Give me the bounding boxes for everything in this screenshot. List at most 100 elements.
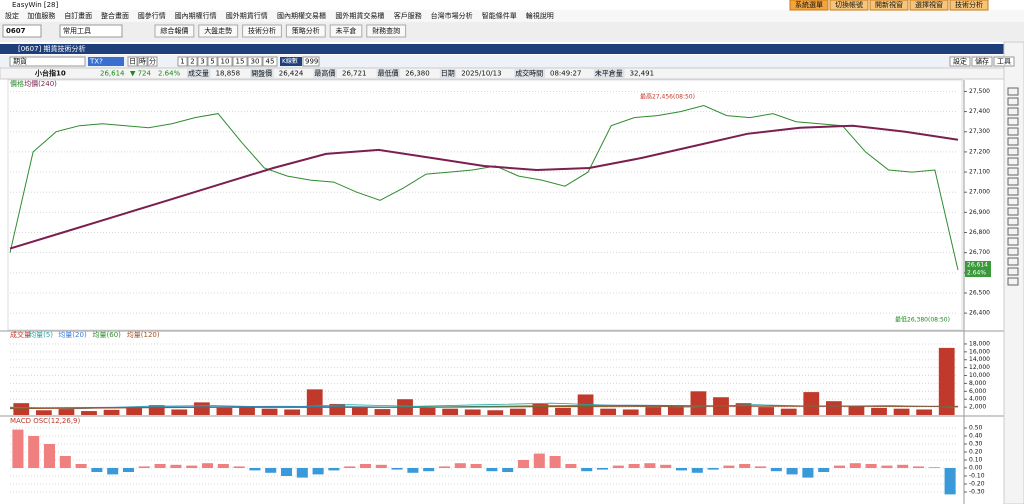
y-tick-label: -0.10 xyxy=(969,473,985,480)
quote-field-label: 成交量 xyxy=(188,69,209,78)
menu-item[interactable]: 設定 xyxy=(5,11,19,20)
toolbar-button-label: 財務查詢 xyxy=(372,26,400,35)
panel-action[interactable] xyxy=(993,56,1015,67)
bar xyxy=(35,410,52,415)
bar xyxy=(103,409,120,415)
minute-button[interactable] xyxy=(247,56,263,67)
tool-icon[interactable] xyxy=(1007,277,1019,286)
tool-icon[interactable] xyxy=(1007,117,1019,126)
toolbar-button[interactable] xyxy=(285,24,326,38)
bar xyxy=(91,468,103,472)
menu-item[interactable]: 整合畫面 xyxy=(101,11,129,20)
tool-icon[interactable] xyxy=(1007,217,1019,226)
tool-icon[interactable] xyxy=(1007,237,1019,246)
bar xyxy=(296,468,308,478)
menu-item[interactable]: 國外期貨交易櫃 xyxy=(335,11,384,20)
minute-button[interactable] xyxy=(187,56,198,67)
symbol-input[interactable] xyxy=(88,57,124,66)
toolbar-button[interactable] xyxy=(154,24,195,38)
menu-item[interactable]: 國參行情 xyxy=(138,11,166,20)
period-button[interactable] xyxy=(127,56,138,67)
bar xyxy=(464,409,481,415)
tool-icon[interactable] xyxy=(1007,167,1019,176)
tool-icon[interactable] xyxy=(1007,187,1019,196)
y-tick-label: -0.20 xyxy=(969,481,985,488)
tool-icon[interactable] xyxy=(1007,147,1019,156)
y-tick-label: 26,500 xyxy=(969,289,990,296)
minute-button[interactable] xyxy=(197,56,208,67)
series-line xyxy=(9,124,959,250)
toolbar-button[interactable] xyxy=(198,24,239,38)
panel-action-label: 儲存 xyxy=(975,57,989,66)
bar xyxy=(239,406,255,415)
tool-icon[interactable] xyxy=(1007,257,1019,266)
y-tick-label: -0.30 xyxy=(969,489,985,496)
bar xyxy=(442,408,459,415)
tool-icon[interactable] xyxy=(1007,227,1019,236)
minute: 3 xyxy=(200,58,204,66)
window-title: EasyWin [28] xyxy=(12,1,59,9)
panel-action[interactable] xyxy=(949,56,971,67)
toolbar-button[interactable] xyxy=(242,24,282,38)
period-button[interactable] xyxy=(147,56,158,67)
minute-button[interactable] xyxy=(232,56,248,67)
menu-item[interactable]: 輪視說明 xyxy=(526,11,554,20)
tool-icon[interactable] xyxy=(1007,87,1019,96)
toolbar-button[interactable] xyxy=(366,24,407,38)
bar xyxy=(419,407,436,415)
market-select[interactable] xyxy=(9,56,86,67)
tool-icon[interactable] xyxy=(1007,107,1019,116)
menu-item[interactable]: 自訂畫面 xyxy=(64,11,92,20)
menu-item[interactable]: 台灣市場分析 xyxy=(431,11,473,20)
quote-field-label: 未平倉量 xyxy=(595,69,623,78)
menu-item[interactable]: 加值服務 xyxy=(27,11,55,20)
panel-action[interactable] xyxy=(971,56,993,67)
bar xyxy=(916,409,933,415)
period-button[interactable] xyxy=(137,56,148,67)
bar xyxy=(770,468,782,472)
bar xyxy=(351,407,368,415)
tool-icon[interactable] xyxy=(1007,247,1019,256)
tool-icon[interactable] xyxy=(1007,127,1019,136)
menu-item[interactable]: 國外期貨行情 xyxy=(226,11,268,20)
count: 999 xyxy=(305,58,318,66)
menu-item[interactable]: 智能條件單 xyxy=(482,11,517,20)
quote-field-label: 開盤價 xyxy=(251,69,272,78)
minute-button[interactable] xyxy=(177,56,188,67)
last-pct: 2.64% xyxy=(967,269,986,276)
code-input[interactable] xyxy=(2,24,42,38)
minute-button[interactable] xyxy=(217,56,233,67)
quote-field-label: 最低價 xyxy=(378,69,399,78)
bar xyxy=(13,403,30,415)
minute-button[interactable] xyxy=(207,56,218,67)
count-box[interactable] xyxy=(302,56,320,67)
bar xyxy=(628,464,640,468)
menu-item[interactable]: 國內期權行情 xyxy=(175,11,217,20)
window-button[interactable] xyxy=(909,0,949,11)
tool-icon[interactable] xyxy=(1007,177,1019,186)
tool-icon[interactable] xyxy=(1007,157,1019,166)
tool-icon[interactable] xyxy=(1007,97,1019,106)
tool-select[interactable] xyxy=(59,24,123,38)
y-tick-label: 27,200 xyxy=(969,148,990,155)
bar xyxy=(735,403,752,415)
window-button[interactable] xyxy=(829,0,869,11)
bar xyxy=(818,468,830,472)
toolbar-button-label: 未平倉 xyxy=(336,26,357,35)
bar xyxy=(438,466,451,468)
y-tick-label: 2,000 xyxy=(969,404,986,411)
toolbar-button[interactable] xyxy=(329,24,363,38)
toolbar-button-label: 綜合報價 xyxy=(160,26,188,35)
window-button[interactable] xyxy=(869,0,909,11)
tool-icon[interactable] xyxy=(1007,137,1019,146)
bar xyxy=(581,468,593,472)
window-button[interactable] xyxy=(789,0,829,11)
window-button[interactable] xyxy=(949,0,989,11)
menu-item[interactable]: 國內期權交易櫃 xyxy=(277,11,326,20)
bar xyxy=(344,466,356,468)
tool-icon[interactable] xyxy=(1007,197,1019,206)
minute-button[interactable] xyxy=(262,56,278,67)
tool-icon[interactable] xyxy=(1007,207,1019,216)
menu-item[interactable]: 客戶服務 xyxy=(394,11,422,20)
tool-icon[interactable] xyxy=(1007,267,1019,276)
